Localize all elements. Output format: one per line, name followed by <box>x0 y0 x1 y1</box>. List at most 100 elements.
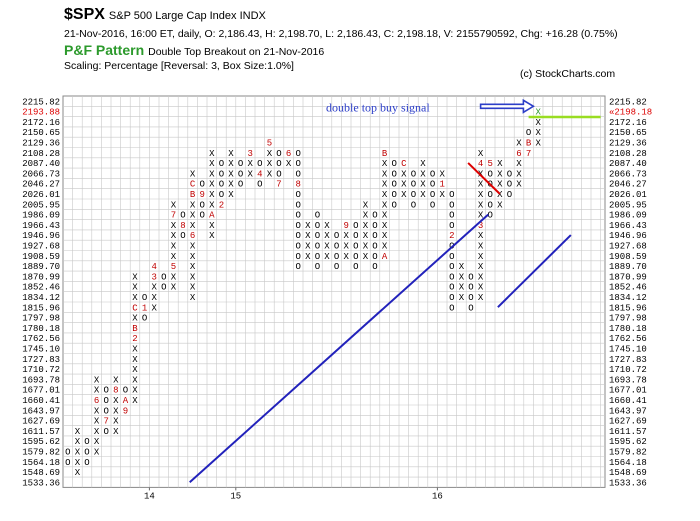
o-box: O <box>103 386 108 396</box>
price-tick-right: 1627.69 <box>609 417 647 427</box>
o-box: O <box>449 190 454 200</box>
o-box: O <box>103 406 108 416</box>
x-box: X <box>247 169 253 179</box>
o-box: O <box>295 242 300 252</box>
price-tick-left: 2026.01 <box>22 190 60 200</box>
x-box: X <box>132 386 138 396</box>
price-tick-right: 1710.72 <box>609 365 647 375</box>
o-box: O <box>468 283 473 293</box>
x-box: X <box>75 437 81 447</box>
price-tick-right: 1643.97 <box>609 406 647 416</box>
o-box: O <box>449 303 454 313</box>
x-box: X <box>267 159 273 169</box>
x-box: X <box>113 427 119 437</box>
x-box: X <box>228 190 234 200</box>
price-tick-left: 2046.27 <box>22 180 60 190</box>
o-box: O <box>199 180 204 190</box>
o-box: O <box>391 200 396 210</box>
o-box: O <box>353 231 358 241</box>
price-tick-left: 1834.12 <box>22 293 60 303</box>
price-tick-left: 1611.57 <box>22 427 60 437</box>
ohlc-line: 21-Nov-2016, 16:00 ET, daily, O: 2,186.4… <box>64 28 618 40</box>
x-box: X <box>132 272 138 282</box>
x-box: X <box>171 221 177 231</box>
o-box: O <box>487 200 492 210</box>
price-tick-right: 1762.56 <box>609 334 647 344</box>
x-box: X <box>171 252 177 262</box>
x-box: X <box>75 468 81 478</box>
x-box: X <box>75 458 81 468</box>
o-box: O <box>276 149 281 159</box>
price-tick-right: 2150.65 <box>609 128 647 138</box>
price-tick-right: 1889.70 <box>609 262 647 272</box>
x-box: X <box>151 283 157 293</box>
price-tick-right: 1966.43 <box>609 221 647 231</box>
price-tick-right: 1927.68 <box>609 242 647 252</box>
x-box: X <box>228 159 234 169</box>
trendline <box>467 162 501 195</box>
o-box: O <box>84 448 89 458</box>
price-tick-left: 1660.41 <box>22 396 60 406</box>
x-box: X <box>113 396 119 406</box>
month-marker: B <box>190 190 196 200</box>
o-box: O <box>430 190 435 200</box>
x-box: X <box>478 190 484 200</box>
price-tick-left: 1564.18 <box>22 458 60 468</box>
x-box: X <box>151 303 157 313</box>
o-box: O <box>65 458 70 468</box>
o-box: O <box>372 252 377 262</box>
price-tick-right: 2005.95 <box>609 200 647 210</box>
x-box: X <box>132 283 138 293</box>
o-box: O <box>295 262 300 272</box>
x-box: X <box>535 139 541 149</box>
x-box: X <box>94 375 100 385</box>
price-tick-left: 2150.65 <box>22 128 60 138</box>
x-box: X <box>516 159 522 169</box>
month-marker: 7 <box>526 149 531 159</box>
o-box: O <box>449 200 454 210</box>
x-box: X <box>171 200 177 210</box>
price-tick-right: 1797.98 <box>609 314 647 324</box>
x-box: X <box>267 169 273 179</box>
x-box: X <box>382 200 388 210</box>
o-box: O <box>276 169 281 179</box>
o-box: O <box>391 169 396 179</box>
o-box: O <box>334 252 339 262</box>
month-marker: 9 <box>123 406 128 416</box>
x-box: X <box>363 221 369 231</box>
x-box: X <box>209 231 215 241</box>
price-tick-left: 1548.69 <box>22 468 60 478</box>
x-box: X <box>209 190 215 200</box>
x-box: X <box>94 437 100 447</box>
x-box: X <box>209 169 215 179</box>
o-box: O <box>334 262 339 272</box>
price-tick-left: 1852.46 <box>22 283 60 293</box>
x-box: X <box>171 283 177 293</box>
price-tick-left: 2193.88 <box>22 108 60 118</box>
o-box: O <box>468 293 473 303</box>
o-box: O <box>257 159 262 169</box>
o-box: O <box>199 200 204 210</box>
o-box: O <box>372 262 377 272</box>
x-box: X <box>324 231 330 241</box>
o-box: O <box>391 180 396 190</box>
x-box: X <box>382 242 388 252</box>
month-marker: 6 <box>286 149 291 159</box>
o-box: O <box>430 180 435 190</box>
o-box: O <box>257 180 262 190</box>
x-box: X <box>363 242 369 252</box>
x-box: X <box>228 180 234 190</box>
scaling-info: Scaling: Percentage [Reversal: 3, Box Si… <box>64 60 294 72</box>
x-box: X <box>94 417 100 427</box>
x-box: X <box>171 231 177 241</box>
price-tick-right: 1660.41 <box>609 396 647 406</box>
month-marker: 9 <box>199 190 204 200</box>
o-box: O <box>315 211 320 221</box>
x-box: X <box>478 242 484 252</box>
x-box: X <box>132 355 138 365</box>
o-box: O <box>372 221 377 231</box>
o-box: O <box>372 211 377 221</box>
price-tick-left: 1889.70 <box>22 262 60 272</box>
x-box: X <box>478 262 484 272</box>
month-marker: C <box>190 180 196 190</box>
